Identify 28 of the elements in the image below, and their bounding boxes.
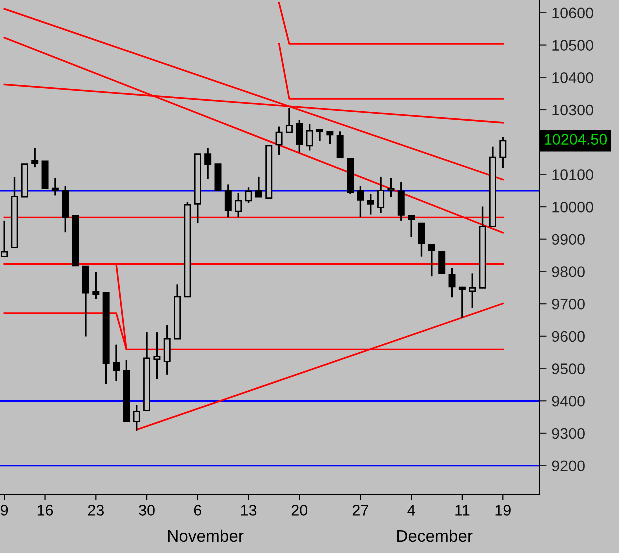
x-tick-label: 23	[88, 505, 104, 516]
x-tick-label: 16	[38, 505, 54, 516]
y-tick-label: 10600	[552, 8, 594, 19]
y-tick-label: 9800	[552, 266, 585, 278]
y-tick-label: 10500	[552, 40, 594, 51]
y-tick-label: 10300	[552, 104, 594, 116]
text: December	[398, 530, 473, 542]
y-tick-label: 9200	[552, 460, 585, 472]
y-tick-label: 10000	[552, 202, 594, 213]
text: 10204.50	[545, 134, 608, 145]
y-tick-label: 9400	[552, 396, 585, 407]
x-tick-label: 4	[408, 505, 416, 516]
x-tick-label: 27	[352, 505, 368, 516]
y-tick-label: 9600	[552, 331, 585, 342]
y-tick-label: 9700	[552, 298, 585, 310]
x-tick-label: 19	[496, 505, 511, 516]
y-tick-label: 10100	[552, 170, 594, 180]
x-tick-label: 11	[456, 505, 470, 516]
x-tick-label: 30	[139, 505, 155, 516]
x-tick-label: 13	[241, 505, 257, 516]
y-tick-label: 9500	[552, 364, 585, 374]
x-tick-label: 6	[194, 505, 202, 516]
text: November	[168, 530, 244, 542]
y-tick-label: 9900	[552, 234, 585, 246]
x-tick-label: 9	[1, 505, 8, 516]
y-tick-label: 9300	[552, 428, 585, 440]
y-tick-label: 10400	[552, 72, 594, 84]
x-tick-label: 20	[292, 505, 308, 516]
